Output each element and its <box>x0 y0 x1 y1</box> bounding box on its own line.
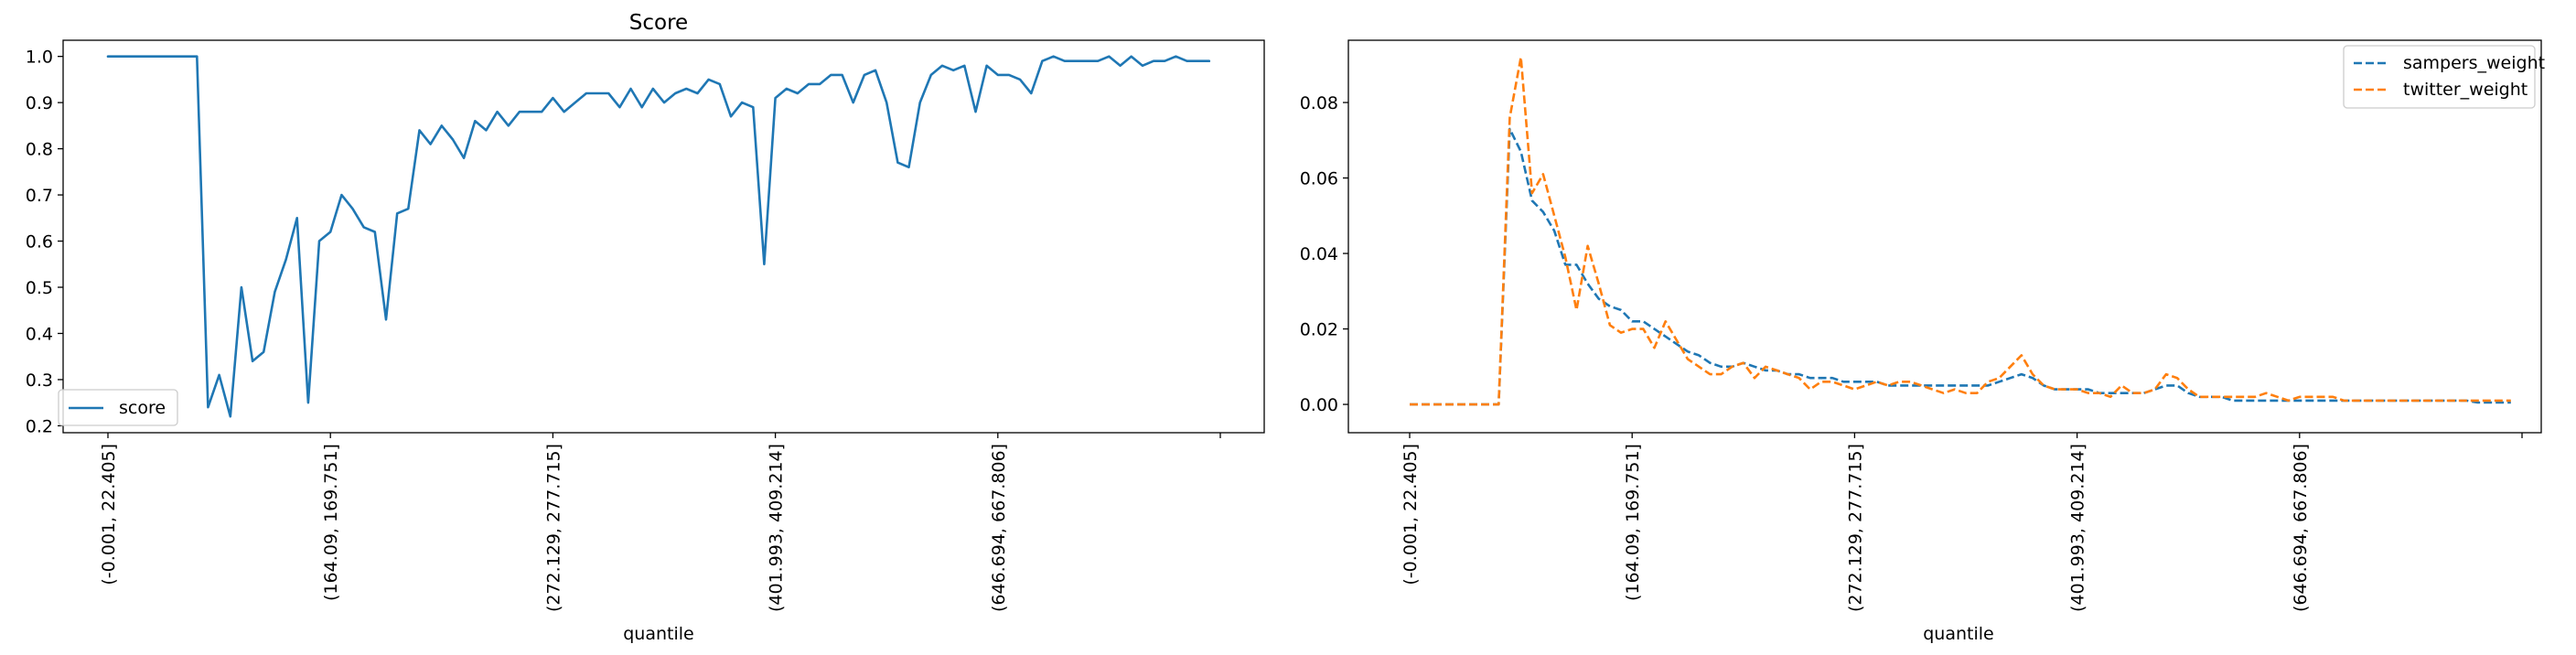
axes-frame <box>1347 39 2542 434</box>
x-tick-label: (164.09, 169.751] <box>1623 444 1643 601</box>
series-line-twitter-weight <box>1410 56 2511 406</box>
legend: score <box>58 389 178 426</box>
plot-area <box>106 55 1211 418</box>
x-axis-label: quantile <box>1923 624 1993 644</box>
x-tick-label: (401.993, 409.214] <box>2068 444 2088 612</box>
x-tick-label: (646.694, 667.806] <box>2291 444 2311 612</box>
x-tick-label: (272.129, 277.715] <box>1845 444 1865 612</box>
x-tick-label: (-0.001, 22.405] <box>99 444 119 585</box>
y-tick-label: 0.8 <box>26 140 53 160</box>
x-tick-label: (401.993, 409.214] <box>767 444 787 612</box>
axes-frame <box>62 39 1265 434</box>
legend-box <box>58 389 178 426</box>
y-tick-label: 0.4 <box>26 324 53 344</box>
legend-label-twitter-weight: twitter_weight <box>2403 80 2528 100</box>
y-tick-label: 0.02 <box>1300 320 1338 340</box>
y-tick-label: 0.7 <box>26 186 53 206</box>
x-tick-label: (-0.001, 22.405] <box>1401 444 1421 585</box>
legend-box <box>2343 45 2536 109</box>
y-tick-label: 0.04 <box>1300 244 1338 264</box>
x-axis-label: quantile <box>623 624 693 644</box>
x-tick-label: (646.694, 667.806] <box>989 444 1009 612</box>
y-tick-label: 0.6 <box>26 232 53 252</box>
plot-area <box>1410 56 2511 406</box>
legend-label-sampers-weight: sampers_weight <box>2403 53 2545 73</box>
y-tick-label: 0.2 <box>26 416 53 436</box>
x-tick-label: (272.129, 277.715] <box>543 444 564 612</box>
axes: 0.2 0.3 0.4 0.5 0.6 0.7 0.8 0.9 1.0 (-0.001, 22.4… <box>26 48 1221 612</box>
chart-title: Score <box>629 11 688 35</box>
y-tick-label: 1.0 <box>26 48 53 68</box>
series-line-sampers-weight <box>1410 127 2511 406</box>
axes: 0.00 0.02 0.04 0.06 0.08 (-0.001, 22.405] (164… <box>1300 93 2523 612</box>
x-tick-label: (164.09, 169.751] <box>321 444 341 601</box>
y-tick-label: 0.08 <box>1300 93 1338 113</box>
series-line-score <box>106 55 1211 418</box>
score-chart: Score 0.2 0.3 0.4 0.5 0.6 0.7 0.8 0.9 1.0 (-0.001… <box>26 11 1265 644</box>
legend: sampers_weight twitter_weight <box>2343 45 2545 109</box>
legend-label-score: score <box>119 398 166 418</box>
y-tick-label: 0.06 <box>1300 169 1338 189</box>
y-tick-label: 0.3 <box>26 370 53 391</box>
weights-chart: 0.00 0.02 0.04 0.06 0.08 (-0.001, 22.405] (164… <box>1300 39 2545 644</box>
y-tick-label: 0.5 <box>26 278 53 298</box>
y-tick-label: 0.00 <box>1300 395 1338 415</box>
y-tick-label: 0.9 <box>26 93 53 113</box>
